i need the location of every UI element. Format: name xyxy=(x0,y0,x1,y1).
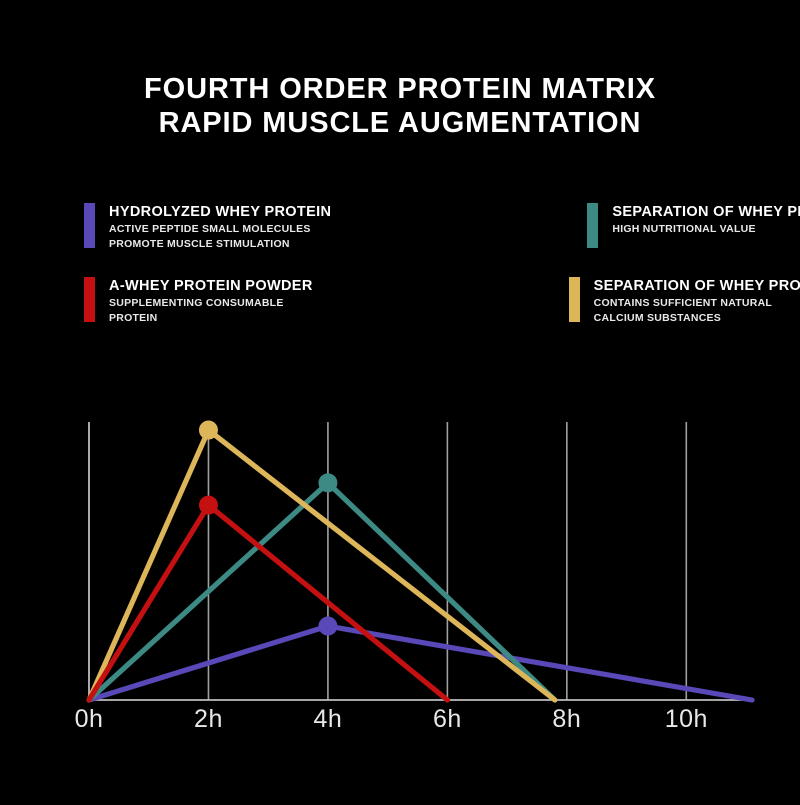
legend-subtitle-1: HIGH NUTRITIONAL VALUE xyxy=(612,223,756,235)
legend-title: SEPARATION OF WHEY PROTEIN xyxy=(612,204,800,220)
legend-text: A-WHEY PROTEIN POWDER SUPPLEMENTING CONS… xyxy=(109,277,313,324)
chart-legend: HYDROLYZED WHEY PROTEIN ACTIVE PEPTIDE S… xyxy=(84,203,800,351)
x-axis-tick-label: 10h xyxy=(664,705,708,733)
x-axis-tick-label: 4h xyxy=(313,705,343,733)
legend-title: SEPARATION OF WHEY PROTEIN xyxy=(593,278,800,294)
series-peak-marker[interactable] xyxy=(198,495,218,515)
legend-swatch-icon xyxy=(587,203,599,248)
legend-title: A-WHEY PROTEIN POWDER xyxy=(109,278,313,294)
x-axis-tick-label: 8h xyxy=(552,705,582,733)
legend-text: HYDROLYZED WHEY PROTEIN ACTIVE PEPTIDE S… xyxy=(109,203,331,250)
x-axis-tick-label: 2h xyxy=(194,705,223,733)
legend-subtitle-1: SUPPLEMENTING CONSUMABLE xyxy=(109,297,284,309)
title-line-2: RAPID MUSCLE AUGMENTATION xyxy=(158,107,642,139)
legend-swatch-icon xyxy=(568,277,580,322)
legend-text: SEPARATION OF WHEY PROTEIN HIGH NUTRITIO… xyxy=(612,203,800,238)
legend-item-separation-whey-protein-calcium[interactable]: SEPARATION OF WHEY PROTEIN CONTAINS SUFF… xyxy=(568,277,800,324)
page-title: FOURTH ORDER PROTEIN MATRIX RAPID MUSCLE… xyxy=(0,72,800,140)
legend-swatch-icon xyxy=(84,277,95,322)
legend-text: SEPARATION OF WHEY PROTEIN CONTAINS SUFF… xyxy=(594,277,800,324)
legend-subtitle-2: PROTEIN xyxy=(109,311,158,324)
legend-row-bottom: A-WHEY PROTEIN POWDER SUPPLEMENTING CONS… xyxy=(84,277,800,324)
legend-subtitle-1: ACTIVE PEPTIDE SMALL MOLECULES xyxy=(109,223,311,235)
series-line xyxy=(86,623,755,703)
x-axis-tick-labels: 0h 2h 4h 6h 8h 10h xyxy=(0,705,800,745)
legend-swatch-icon xyxy=(84,203,95,248)
series-peak-marker[interactable] xyxy=(318,616,338,636)
legend-item-a-whey-protein-powder[interactable]: A-WHEY PROTEIN POWDER SUPPLEMENTING CONS… xyxy=(84,277,313,324)
legend-subtitle-2: PROMOTE MUSCLE STIMULATION xyxy=(109,237,290,250)
x-axis-tick-label: 0h xyxy=(74,705,104,733)
legend-title: HYDROLYZED WHEY PROTEIN xyxy=(109,204,332,220)
series-line xyxy=(86,427,558,703)
legend-row-top: HYDROLYZED WHEY PROTEIN ACTIVE PEPTIDE S… xyxy=(84,203,800,250)
legend-item-hydrolyzed-whey-protein[interactable]: HYDROLYZED WHEY PROTEIN ACTIVE PEPTIDE S… xyxy=(84,203,331,250)
legend-subtitle-2: CALCIUM SUBSTANCES xyxy=(593,311,722,324)
series-peak-marker[interactable] xyxy=(318,473,338,493)
title-line-1: FOURTH ORDER PROTEIN MATRIX xyxy=(144,73,656,105)
series-peak-marker[interactable] xyxy=(198,420,218,440)
legend-item-separation-whey-protein-nutrition[interactable]: SEPARATION OF WHEY PROTEIN HIGH NUTRITIO… xyxy=(587,203,800,250)
x-axis-tick-label: 6h xyxy=(432,705,462,733)
legend-subtitle-1: CONTAINS SUFFICIENT NATURAL xyxy=(593,297,773,309)
